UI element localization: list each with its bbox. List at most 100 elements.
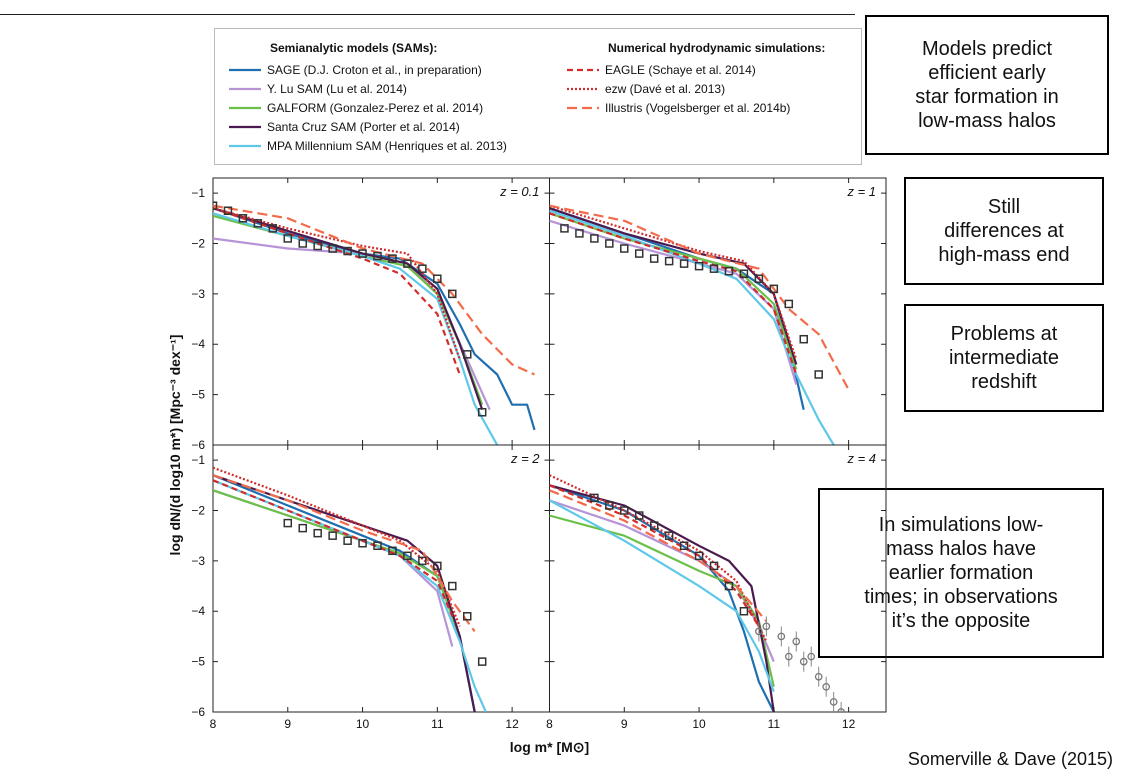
sam-legend-item: GALFORM (Gonzalez-Perez et al. 2014) <box>229 100 483 116</box>
series-line <box>213 474 476 712</box>
callout-line: Problems at <box>950 323 1058 345</box>
series-line <box>549 484 760 627</box>
x-tick-label: 11 <box>431 717 444 731</box>
observation-point <box>590 493 599 503</box>
panel-frame <box>212 444 550 713</box>
y-tick-label: −1 <box>191 453 205 467</box>
series-line <box>549 489 768 623</box>
series-line <box>549 204 850 391</box>
y-tick-label: −4 <box>191 337 205 351</box>
observation-point <box>388 546 397 556</box>
x-tick-label: 10 <box>692 717 706 731</box>
legend-swatch <box>229 68 261 72</box>
observation-point <box>769 284 779 294</box>
observation-point <box>634 249 644 258</box>
callout-line: mass halos have <box>885 538 1037 560</box>
sim-legend-item: Illustris (Vogelsberger et al. 2014b) <box>567 100 790 116</box>
series-line <box>213 489 461 637</box>
callout-early-star-formation: Models predict efficient early star form… <box>865 15 1109 155</box>
observation-point <box>724 266 734 276</box>
y-tick-label: −1 <box>191 186 205 200</box>
observation-point-grey <box>777 632 786 641</box>
observation-point <box>724 581 734 591</box>
observation-point-grey <box>829 698 838 706</box>
observation-point <box>313 528 322 538</box>
sam-legend-item: SAGE (D.J. Croton et al., in preparation… <box>229 62 482 78</box>
observation-point <box>433 274 442 284</box>
series-line <box>213 237 491 411</box>
legend-label: EAGLE (Schaye et al. 2014) <box>605 63 756 77</box>
legend-swatch <box>229 125 261 129</box>
x-tick-label: 12 <box>505 717 519 731</box>
observation-point <box>433 561 442 571</box>
observation-point <box>328 244 337 253</box>
observation-point <box>268 224 278 233</box>
observation-point <box>605 501 614 510</box>
callout-line: times; in observations <box>864 586 1058 608</box>
panel-redshift-label: z = 2 <box>510 451 540 466</box>
observation-point <box>462 612 472 621</box>
panel-curves <box>213 201 536 445</box>
observation-point-grey <box>807 652 816 661</box>
legend-label: GALFORM (Gonzalez-Perez et al. 2014) <box>267 101 484 115</box>
observation-point <box>784 299 794 309</box>
series-line <box>549 212 798 370</box>
y-axis-label: log dN/(d log10 m*) [Mpc⁻³ dex⁻¹] <box>167 335 183 556</box>
legend-label: Illustris (Vogelsberger et al. 2014b) <box>605 101 791 115</box>
observation-point <box>462 350 472 359</box>
x-tick-label: 9 <box>284 717 291 731</box>
legend-label: SAGE (D.J. Croton et al., in preparation… <box>267 63 482 77</box>
callout-line: In simulations low- <box>878 514 1044 536</box>
series-line <box>213 466 461 627</box>
x-tick-label: 8 <box>546 717 553 731</box>
sim-legend-item: EAGLE (Schaye et al. 2014) <box>567 62 756 78</box>
observation-point <box>605 239 614 248</box>
observation-point <box>448 289 457 299</box>
callout-high-mass-differences: Still differences at high-mass end <box>904 177 1104 285</box>
series-line <box>213 207 461 360</box>
legend-label: ezw (Davé et al. 2013) <box>605 82 726 96</box>
legend-swatch <box>567 106 599 110</box>
legend-swatch <box>229 87 261 91</box>
panel: z = 4 8 9 10 11 12 <box>546 444 887 731</box>
y-tick-label: −5 <box>191 655 205 669</box>
panel-frame <box>549 177 887 446</box>
observation-point <box>477 657 487 666</box>
y-tick-label: −5 <box>191 388 205 402</box>
legend: Semianalytic models (SAMs): Numerical hy… <box>214 28 862 165</box>
legend-label: Y. Lu SAM (Lu et al. 2014) <box>267 82 407 96</box>
panel: z = 1 <box>549 177 887 446</box>
y-tick-label: −2 <box>191 236 205 250</box>
callout-line: efficient early <box>928 62 1046 84</box>
observation-point <box>664 531 674 540</box>
legend-sam-heading: Semianalytic models (SAMs): <box>270 41 438 55</box>
series-line <box>549 204 798 360</box>
callout-line: earlier formation <box>888 562 1034 584</box>
series-line <box>213 207 536 431</box>
panel-frame <box>212 177 550 446</box>
sam-legend-item: MPA Millennium SAM (Henriques et al. 201… <box>229 138 507 154</box>
y-tick-label: −2 <box>191 503 205 517</box>
observation-point-grey <box>837 708 845 712</box>
x-tick-label: 8 <box>210 717 217 731</box>
observation-point <box>298 239 307 248</box>
legend-label: MPA Millennium SAM (Henriques et al. 201… <box>267 139 507 153</box>
panel-curves <box>549 204 850 445</box>
observation-point <box>418 556 427 566</box>
observation-point <box>253 219 263 228</box>
observation-point <box>283 518 293 528</box>
series-line <box>549 499 775 693</box>
panel-curves <box>213 466 487 712</box>
observation-point <box>814 370 823 379</box>
panel: z = 0.1 −1 −2 −3 −4 −5 −6 <box>191 177 550 452</box>
observation-point <box>709 561 719 571</box>
callout-line: redshift <box>971 371 1037 393</box>
observation-point-grey <box>784 652 793 661</box>
callout-simulations-vs-observations: In simulations low- mass halos have earl… <box>818 488 1104 658</box>
legend-swatch <box>567 68 599 72</box>
citation: Somerville & Dave (2015) <box>907 749 1113 769</box>
callout-line: Models predict <box>921 38 1053 60</box>
legend-label: Santa Cruz SAM (Porter et al. 2014) <box>267 120 460 134</box>
observation-point <box>664 256 674 266</box>
